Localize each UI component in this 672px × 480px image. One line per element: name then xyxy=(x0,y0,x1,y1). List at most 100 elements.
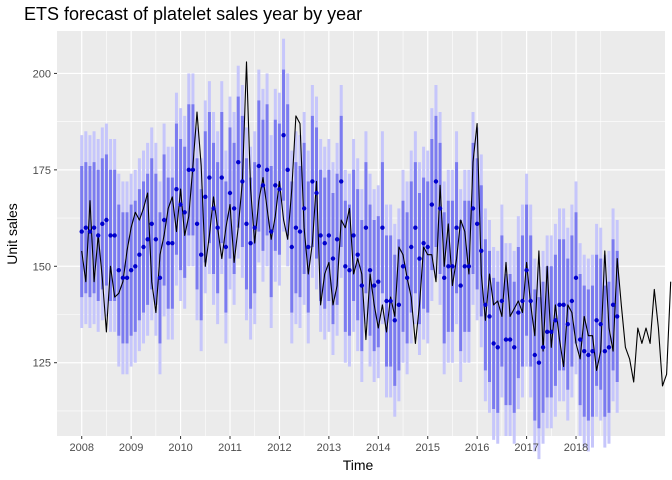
forecast-point xyxy=(174,186,179,192)
forecast-point xyxy=(503,337,509,342)
forecast-point xyxy=(310,179,315,184)
forecast-point xyxy=(577,337,583,342)
forecast-point xyxy=(248,240,253,246)
forecast-point xyxy=(211,206,216,211)
forecast-point xyxy=(499,298,505,304)
forecast-point xyxy=(104,217,109,223)
forecast-point xyxy=(400,264,406,269)
forecast-point xyxy=(528,298,533,304)
y-tick-label: 150 xyxy=(33,261,51,273)
forecast-point xyxy=(100,221,105,227)
forecast-point xyxy=(590,348,595,354)
forecast-point xyxy=(487,314,492,319)
forecast-point xyxy=(268,229,274,234)
forecast-point xyxy=(285,167,290,173)
x-tick-label: 2016 xyxy=(465,442,489,454)
forecast-point xyxy=(273,183,278,188)
forecast-point xyxy=(141,244,146,250)
forecast-point xyxy=(207,175,212,180)
forecast-point xyxy=(520,298,525,304)
x-tick-label: 2008 xyxy=(69,442,93,454)
forecast-point xyxy=(371,283,377,288)
forecast-point xyxy=(166,240,171,246)
forecast-point xyxy=(614,314,620,319)
forecast-point xyxy=(256,163,262,169)
forecast-point xyxy=(425,244,430,250)
forecast-point xyxy=(347,267,352,273)
forecast-point xyxy=(186,167,192,173)
forecast-point xyxy=(124,275,130,281)
forecast-point xyxy=(244,221,249,227)
x-axis-title: Time xyxy=(343,457,374,473)
chart-title: ETS forecast of platelet sales year by y… xyxy=(24,4,362,24)
forecast-point xyxy=(128,267,134,273)
forecast-point xyxy=(512,345,517,350)
forecast-point xyxy=(598,321,603,327)
forecast-point xyxy=(582,348,587,354)
forecast-point xyxy=(483,302,488,308)
forecast-point xyxy=(602,348,608,354)
forecast-point xyxy=(454,225,459,230)
forecast-point xyxy=(441,275,447,281)
forecast-point xyxy=(569,298,575,304)
forecast-point xyxy=(318,233,323,238)
forecast-point xyxy=(417,256,422,261)
forecast-point xyxy=(326,233,332,238)
y-tick-label: 175 xyxy=(33,165,51,177)
forecast-point xyxy=(610,302,616,308)
x-tick-label: 2013 xyxy=(317,442,341,454)
forecast-point xyxy=(87,229,93,234)
x-tick-label: 2018 xyxy=(564,442,588,454)
forecast-point xyxy=(536,360,542,365)
forecast-point xyxy=(433,179,439,184)
forecast-point xyxy=(392,318,397,323)
forecast-point xyxy=(190,167,196,173)
forecast-point xyxy=(446,264,451,269)
forecast-point xyxy=(388,298,393,304)
forecast-point xyxy=(532,352,538,358)
forecast-point xyxy=(227,190,233,196)
forecast-point xyxy=(153,237,159,242)
forecast-point xyxy=(549,329,554,335)
forecast-point xyxy=(178,202,183,207)
forecast-point xyxy=(79,229,84,234)
forecast-point xyxy=(133,264,138,269)
forecast-point xyxy=(297,229,303,234)
forecast-point xyxy=(215,225,220,230)
forecast-point xyxy=(396,302,402,308)
forecast-point xyxy=(161,217,167,223)
forecast-point xyxy=(495,345,500,350)
forecast-point xyxy=(260,183,266,188)
forecast-point xyxy=(355,252,360,257)
forecast-point xyxy=(194,221,200,227)
forecast-point xyxy=(359,283,365,288)
forecast-point xyxy=(306,244,311,250)
forecast-series xyxy=(79,132,620,365)
forecast-point xyxy=(289,244,294,250)
forecast-point xyxy=(83,225,89,230)
forecast-point xyxy=(116,267,121,273)
forecast-point xyxy=(203,194,208,200)
forecast-point xyxy=(95,233,101,238)
forecast-point xyxy=(458,283,463,288)
forecast-point xyxy=(182,210,187,215)
forecast-point xyxy=(380,225,385,230)
forecast-point xyxy=(252,225,257,230)
x-tick-label: 2010 xyxy=(168,442,192,454)
forecast-point xyxy=(384,298,389,304)
forecast-point xyxy=(491,341,496,346)
forecast-point xyxy=(343,264,348,269)
x-tick-label: 2011 xyxy=(218,442,242,454)
forecast-point xyxy=(376,279,381,284)
forecast-point xyxy=(586,352,591,358)
forecast-point xyxy=(330,256,336,261)
forecast-point xyxy=(281,132,286,138)
forecast-point xyxy=(112,233,117,238)
forecast-point xyxy=(470,206,476,211)
x-tick-label: 2012 xyxy=(267,442,291,454)
forecast-point xyxy=(351,233,356,238)
forecast-point xyxy=(334,237,340,242)
forecast-point xyxy=(157,275,163,281)
y-axis-title: Unit sales xyxy=(4,203,20,264)
